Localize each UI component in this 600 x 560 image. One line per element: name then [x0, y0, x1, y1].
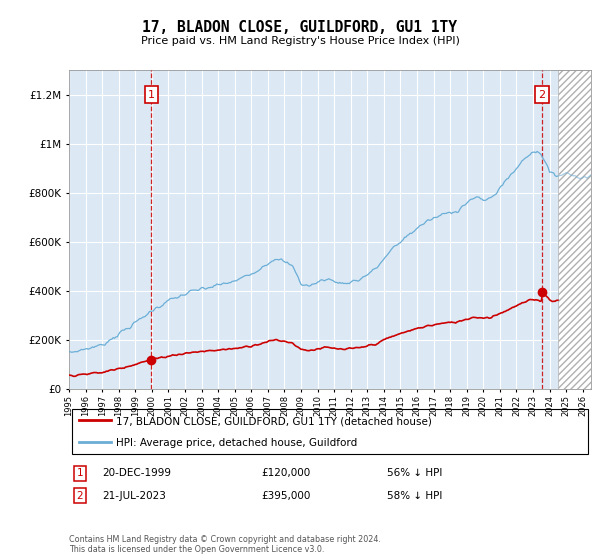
Text: 58% ↓ HPI: 58% ↓ HPI	[387, 491, 442, 501]
Text: 21-JUL-2023: 21-JUL-2023	[102, 491, 166, 501]
Text: Price paid vs. HM Land Registry's House Price Index (HPI): Price paid vs. HM Land Registry's House …	[140, 36, 460, 46]
Text: £395,000: £395,000	[261, 491, 310, 501]
Text: £120,000: £120,000	[261, 468, 310, 478]
Text: HPI: Average price, detached house, Guildford: HPI: Average price, detached house, Guil…	[116, 438, 357, 449]
Bar	[558, 70, 591, 389]
Text: 20-DEC-1999: 20-DEC-1999	[102, 468, 171, 478]
Text: 2: 2	[76, 491, 83, 501]
Text: 17, BLADON CLOSE, GUILDFORD, GU1 1TY (detached house): 17, BLADON CLOSE, GUILDFORD, GU1 1TY (de…	[116, 416, 432, 426]
Text: 17, BLADON CLOSE, GUILDFORD, GU1 1TY: 17, BLADON CLOSE, GUILDFORD, GU1 1TY	[143, 20, 458, 35]
Text: 56% ↓ HPI: 56% ↓ HPI	[387, 468, 442, 478]
Text: 2: 2	[538, 90, 545, 100]
Text: 1: 1	[76, 468, 83, 478]
Text: Contains HM Land Registry data © Crown copyright and database right 2024.
This d: Contains HM Land Registry data © Crown c…	[69, 535, 381, 554]
Text: 1: 1	[148, 90, 155, 100]
